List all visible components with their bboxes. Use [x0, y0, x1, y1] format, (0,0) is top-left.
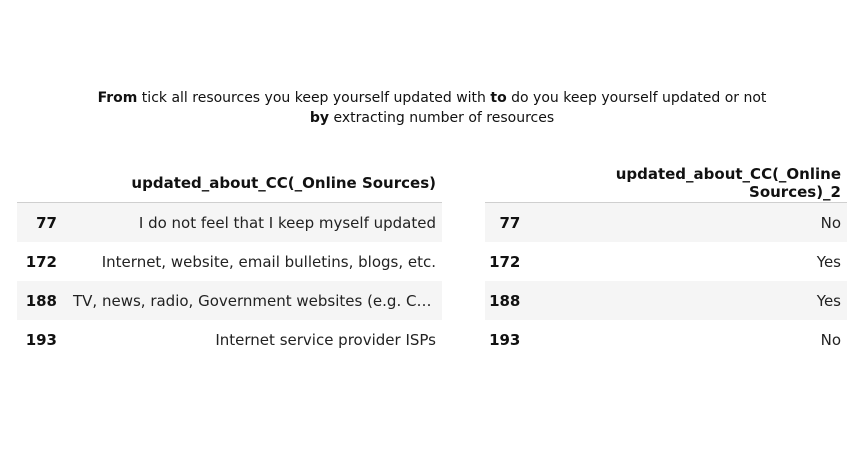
table-row: 188 TV, news, radio, Government websites… — [17, 281, 442, 320]
table-cell: No — [820, 330, 841, 349]
table-row: 193 Internet service provider ISPs — [17, 320, 442, 359]
table-cell: Internet service provider ISPs — [215, 330, 436, 349]
table-cell: Yes — [528, 281, 847, 320]
table-cell: No — [528, 202, 847, 242]
row-index: 77 — [485, 202, 529, 242]
table-header-row: updated_about_CC(_Online Sources) — [17, 164, 442, 203]
row-index: 193 — [25, 330, 57, 349]
source-dataframe-table: updated_about_CC(_Online Sources) 77 I d… — [17, 164, 442, 359]
table-cell: Internet, website, email bulletins, blog… — [101, 252, 436, 271]
caption-method: extracting number of resources — [329, 110, 555, 126]
row-index: 188 — [17, 281, 65, 320]
table-row: 188 Yes — [485, 281, 847, 320]
caption-keyword-from: From — [97, 90, 138, 106]
table-cell: TV, news, radio, Government websites (e.… — [65, 281, 442, 320]
row-index: 77 — [17, 202, 65, 242]
column-header: updated_about_CC(_Online Sources)_2 — [528, 164, 847, 203]
row-index: 172 — [489, 252, 521, 271]
table-cell: I do not feel that I keep myself updated — [65, 202, 442, 242]
table-row: 77 I do not feel that I keep myself upda… — [17, 202, 442, 242]
index-header-blank — [17, 164, 65, 203]
caption-source-column: tick all resources you keep yourself upd… — [137, 90, 491, 106]
caption-line-2: by extracting number of resources — [0, 108, 864, 128]
result-dataframe-table: updated_about_CC(_Online Sources)_2 77 N… — [485, 164, 847, 359]
caption-target-column: do you keep yourself updated or not — [506, 90, 767, 106]
caption-keyword-by: by — [309, 110, 330, 126]
table-row: 193 No — [485, 320, 847, 359]
table-header-row: updated_about_CC(_Online Sources)_2 — [485, 164, 847, 203]
row-index: 188 — [485, 281, 529, 320]
table-row: 172 Yes — [485, 242, 847, 281]
caption-keyword-to: to — [490, 90, 507, 106]
table-row: 77 No — [485, 202, 847, 242]
table-cell: Yes — [816, 252, 841, 271]
column-header: updated_about_CC(_Online Sources) — [65, 164, 442, 203]
transformation-caption: From tick all resources you keep yoursel… — [0, 88, 864, 128]
row-index: 193 — [489, 330, 521, 349]
table-row: 172 Internet, website, email bulletins, … — [17, 242, 442, 281]
row-index: 172 — [25, 252, 57, 271]
index-header-blank — [485, 164, 529, 203]
caption-line-1: From tick all resources you keep yoursel… — [0, 88, 864, 108]
